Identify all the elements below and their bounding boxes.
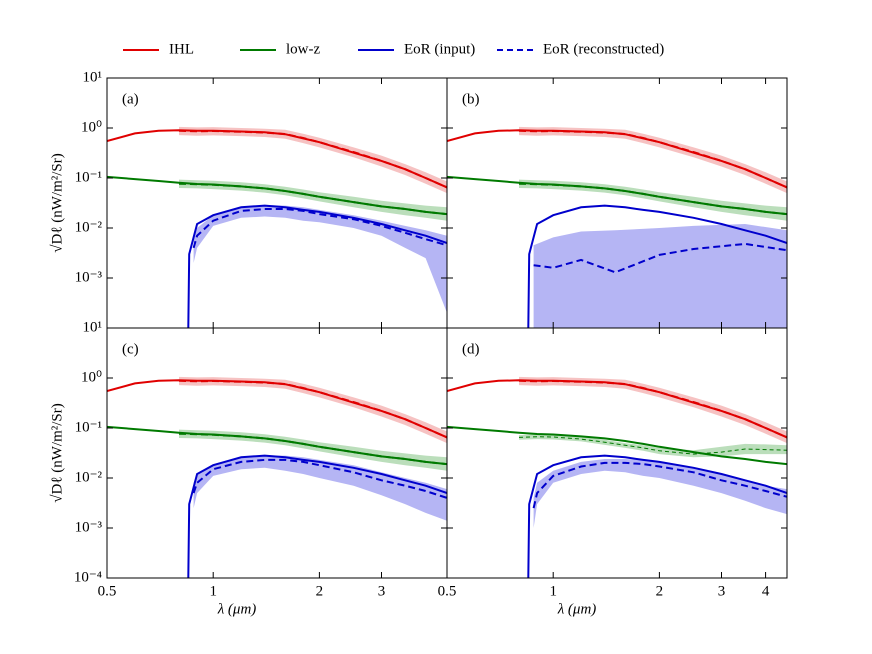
- input-line: [187, 204, 447, 328]
- error-band: [179, 179, 447, 221]
- panel-label: (c): [122, 341, 139, 357]
- x-tick-label: 1: [549, 583, 557, 599]
- error-band: [519, 179, 787, 221]
- plot-area: [447, 376, 787, 578]
- axes-frame: [446, 327, 788, 579]
- y-tick-label: 10⁰: [81, 119, 102, 135]
- input-line: [187, 454, 447, 578]
- plot-area: [447, 126, 787, 328]
- error-band: [179, 429, 447, 471]
- x-tick-label: 2: [656, 583, 664, 599]
- panel-label: (a): [122, 91, 139, 107]
- reconstructed-line: [178, 129, 447, 189]
- legend-label: IHL: [169, 41, 194, 57]
- x-tick-label: 0.5: [98, 583, 117, 599]
- x-tick-label: 4: [762, 583, 770, 599]
- reconstructed-line: [518, 129, 787, 189]
- y-tick-label: 10⁻¹: [75, 419, 102, 435]
- y-tick-label: 10⁻³: [75, 269, 103, 285]
- error-band: [533, 459, 787, 528]
- reconstructed-line: [518, 379, 787, 439]
- y-tick-label: 10¹: [83, 69, 103, 85]
- input-line: [527, 454, 787, 578]
- input-line: [107, 379, 447, 439]
- y-axis-label: √Dℓ (nW/m²/Sr): [49, 403, 65, 503]
- y-tick-label: 10⁰: [81, 369, 102, 385]
- error-band: [533, 224, 787, 328]
- reconstructed-line: [178, 432, 447, 466]
- legend-label: EoR (reconstructed): [543, 41, 664, 57]
- x-axis-label: λ (μm): [557, 601, 597, 617]
- plot-area: [107, 376, 447, 578]
- panel-label: (b): [462, 91, 480, 107]
- error-band: [519, 434, 787, 458]
- input-line: [447, 129, 787, 189]
- error-band: [193, 204, 447, 313]
- y-tick-label: 10⁻²: [75, 219, 103, 235]
- input-line: [447, 175, 787, 216]
- x-tick-label: 1: [209, 583, 217, 599]
- reconstructed-line: [178, 379, 447, 439]
- y-tick-label: 10⁻¹: [75, 169, 102, 185]
- reconstructed-line: [518, 182, 787, 216]
- plot-area: [107, 126, 447, 328]
- x-tick-label: 2: [316, 583, 324, 599]
- reconstructed-line: [192, 208, 447, 249]
- x-axis-label: λ (μm): [217, 601, 257, 617]
- y-tick-label: 10¹: [83, 319, 103, 335]
- y-tick-label: 10⁻²: [75, 469, 103, 485]
- x-tick-label: 3: [378, 583, 386, 599]
- reconstructed-line: [178, 182, 447, 216]
- input-line: [447, 379, 787, 439]
- reconstructed-line: [533, 242, 787, 274]
- input-line: [447, 425, 787, 466]
- error-band: [519, 376, 787, 444]
- panel-label: (d): [462, 341, 480, 357]
- x-tick-label: 3: [718, 583, 726, 599]
- error-band: [193, 455, 447, 521]
- legend-label: EoR (input): [404, 41, 475, 57]
- y-tick-label: 10⁻³: [75, 519, 103, 535]
- input-line: [107, 129, 447, 189]
- y-tick-label: 10⁻⁴: [74, 569, 102, 585]
- reconstructed-line: [192, 458, 447, 499]
- reconstructed-line: [518, 436, 787, 455]
- reconstructed-line: [532, 461, 787, 509]
- input-line: [527, 204, 787, 328]
- legend-label: low-z: [286, 41, 320, 57]
- x-tick-label: 0.5: [438, 583, 457, 599]
- y-axis-label: √Dℓ (nW/m²/Sr): [49, 153, 65, 253]
